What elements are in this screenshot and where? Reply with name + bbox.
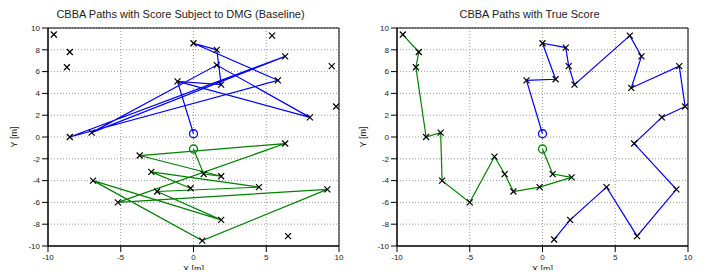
svg-text:0: 0 bbox=[385, 133, 390, 142]
svg-text:10: 10 bbox=[31, 24, 40, 33]
html-text:CBBA Paths with True Score: CBBA Paths with True Score bbox=[459, 8, 600, 20]
svg-text:-6: -6 bbox=[382, 198, 390, 207]
svg-text:-2: -2 bbox=[33, 155, 41, 164]
svg-text:2: 2 bbox=[36, 111, 41, 120]
svg-text:5: 5 bbox=[613, 253, 618, 262]
svg-text:X [m]: X [m] bbox=[532, 264, 553, 270]
html-text:CBBA Paths with Score Subject: CBBA Paths with Score Subject to DMG (Ba… bbox=[56, 8, 305, 20]
svg-text:-4: -4 bbox=[382, 176, 390, 185]
svg-text:-10: -10 bbox=[391, 253, 403, 262]
svg-text:-5: -5 bbox=[117, 253, 125, 262]
svg-text:-10: -10 bbox=[377, 242, 389, 251]
svg-text:-8: -8 bbox=[382, 220, 390, 229]
svg-text:-8: -8 bbox=[33, 220, 41, 229]
svg-text:6: 6 bbox=[385, 67, 390, 76]
svg-text:8: 8 bbox=[385, 46, 390, 55]
svg-text:8: 8 bbox=[36, 46, 41, 55]
svg-text:-10: -10 bbox=[42, 253, 54, 262]
svg-text:4: 4 bbox=[36, 89, 41, 98]
svg-text:0: 0 bbox=[540, 253, 545, 262]
svg-text:10: 10 bbox=[684, 253, 693, 262]
svg-text:0: 0 bbox=[36, 133, 41, 142]
svg-text:Y [m]: Y [m] bbox=[358, 127, 368, 148]
svg-text:X [m]: X [m] bbox=[183, 264, 204, 270]
svg-text:6: 6 bbox=[36, 67, 41, 76]
svg-text:0: 0 bbox=[191, 253, 196, 262]
svg-text:2: 2 bbox=[385, 111, 390, 120]
svg-text:10: 10 bbox=[335, 253, 344, 262]
svg-text:4: 4 bbox=[385, 89, 390, 98]
svg-text:5: 5 bbox=[264, 253, 269, 262]
svg-text:Y [m]: Y [m] bbox=[9, 127, 19, 148]
svg-text:-6: -6 bbox=[33, 198, 41, 207]
svg-text:10: 10 bbox=[380, 24, 389, 33]
svg-text:-2: -2 bbox=[382, 155, 390, 164]
svg-text:-4: -4 bbox=[33, 176, 41, 185]
svg-text:-10: -10 bbox=[28, 242, 40, 251]
svg-text:-5: -5 bbox=[466, 253, 474, 262]
